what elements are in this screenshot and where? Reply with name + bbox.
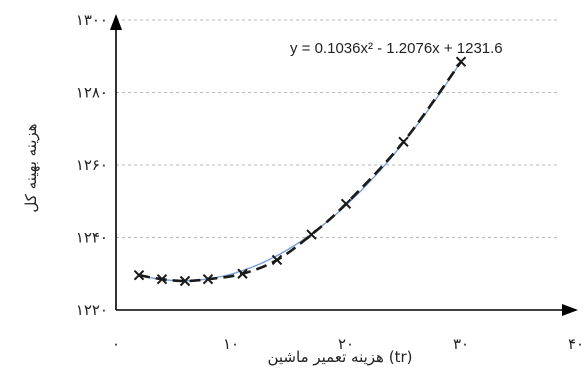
grid-layer xyxy=(116,19,560,238)
y-tick-label: ۱۳۰۰ xyxy=(76,11,108,29)
y-tick-label: ۱۲۶۰ xyxy=(76,156,108,174)
data-point xyxy=(271,254,283,266)
data-points xyxy=(133,56,467,287)
data-point xyxy=(202,273,214,285)
data-point xyxy=(306,229,317,240)
x-axis-title: هزینه تعمیر ماشین (tr) xyxy=(267,348,412,366)
x-tick-labels: ۰ ۱۰ ۲۰ ۳۰ ۴۰ xyxy=(112,335,584,353)
y-tick-label: ۱۲۸۰ xyxy=(76,84,108,102)
data-point xyxy=(398,136,409,148)
axes xyxy=(110,14,578,316)
data-point xyxy=(156,273,168,285)
x-tick-label: ۳۰ xyxy=(453,335,469,353)
data-point xyxy=(455,56,467,67)
y-tick-labels: ۱۲۲۰ ۱۲۴۰ ۱۲۶۰ ۱۲۸۰ ۱۳۰۰ xyxy=(76,11,108,319)
data-point xyxy=(133,269,145,281)
y-axis-arrow xyxy=(110,14,122,30)
x-tick-label: ۴۰ xyxy=(568,335,584,353)
x-tick-label: ۱۰ xyxy=(223,335,239,353)
data-point xyxy=(179,275,191,287)
trendline xyxy=(138,60,462,282)
x-tick-label: ۰ xyxy=(112,335,120,353)
trendline-equation: y = 0.1036x² - 1.2076x + 1231.6 xyxy=(290,40,503,57)
x-axis-arrow xyxy=(562,304,578,316)
x-tick-label: ۲۰ xyxy=(338,335,354,353)
series-line xyxy=(138,60,463,283)
y-tick-label: ۱۲۴۰ xyxy=(76,229,108,247)
y-axis-title: هزینه بهینه کل xyxy=(22,123,40,212)
y-tick-label: ۱۲۲۰ xyxy=(76,301,108,319)
data-point xyxy=(340,198,352,209)
data-point xyxy=(237,268,248,279)
